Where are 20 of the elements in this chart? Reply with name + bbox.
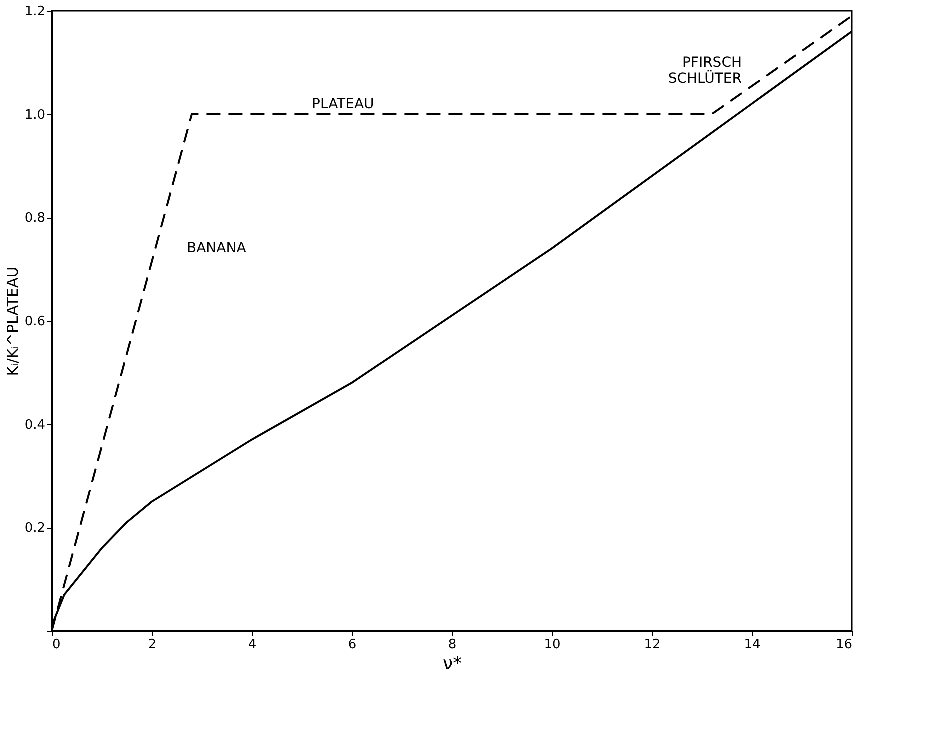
x-tick-label: 8	[448, 638, 457, 652]
y-tick-label: 0.2	[24, 521, 46, 536]
x-tick-label: 12	[644, 638, 661, 652]
y-tick-label: 0.6	[24, 314, 46, 330]
x-tick-label: 16	[836, 638, 852, 652]
x-tick-label: 6	[348, 638, 357, 652]
x-tick-label: 0	[52, 638, 61, 652]
y-tick-label: 1.2	[24, 4, 46, 20]
annotation: PLATEAU	[312, 96, 374, 112]
y-tick-label: 1.0	[24, 108, 46, 123]
annotation: BANANA	[187, 240, 247, 257]
x-tick-label: 4	[248, 638, 257, 652]
y-tick-label: 0.4	[24, 418, 46, 433]
y-axis-title: Kᵢ/Kᵢ^PLATEAU	[4, 266, 22, 376]
x-tick-label: 10	[544, 638, 561, 652]
x-tick-label: 14	[744, 638, 761, 652]
y-tick-label: 0.8	[24, 211, 46, 226]
x-axis-title: ν*	[442, 654, 462, 674]
annotation: PFIRSCH SCHLÜTER	[668, 55, 742, 88]
x-tick-label: 2	[148, 638, 157, 652]
